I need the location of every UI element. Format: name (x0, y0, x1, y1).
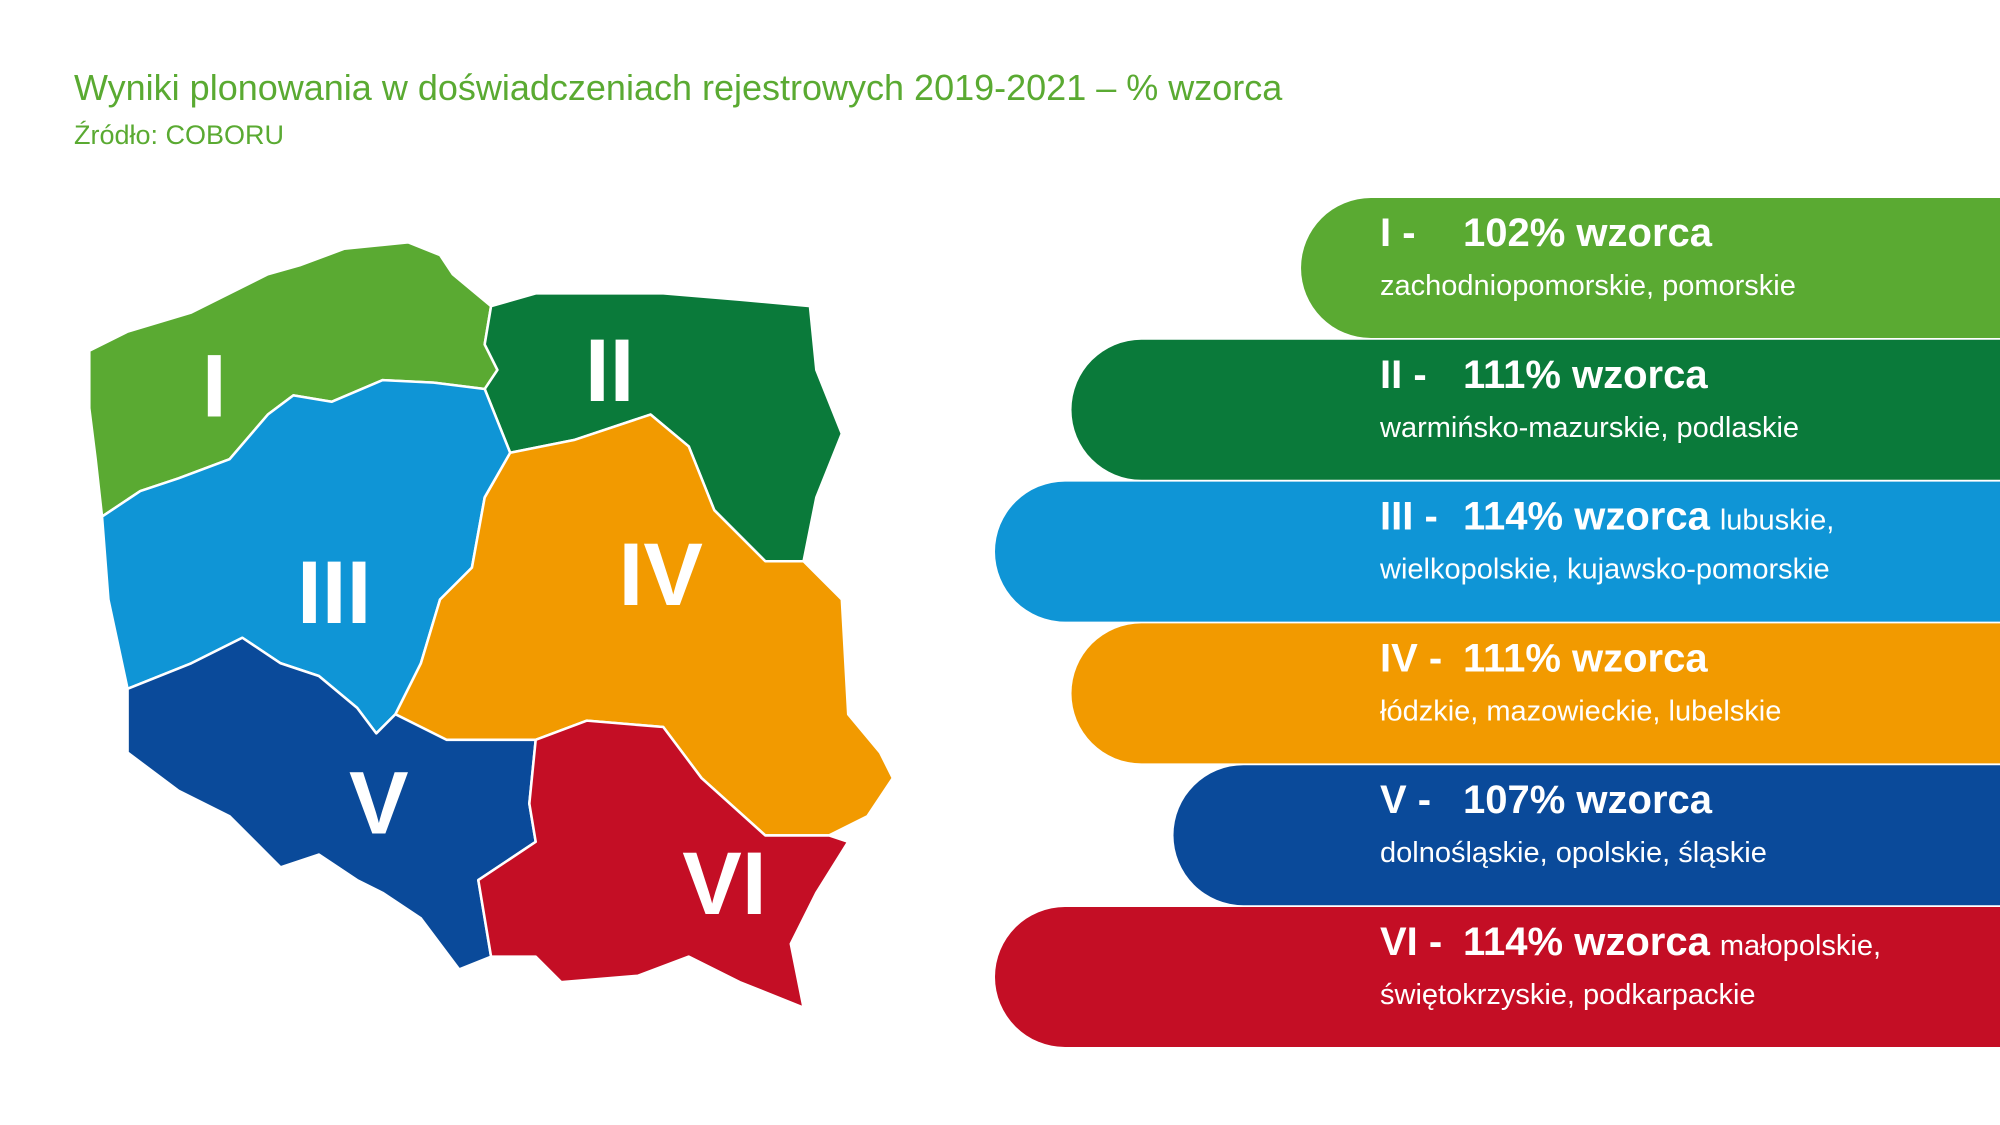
band-heading: 107% wzorca (1463, 778, 1713, 822)
value-band (1301, 198, 2000, 338)
region-map-label: I (202, 335, 227, 435)
region-map-label: III (297, 542, 371, 642)
provinces-inline: małopolskie, (1720, 930, 1881, 962)
region-map-label: V (349, 753, 409, 853)
band-heading: 111% wzorca (1463, 636, 1708, 680)
value-label: 107% wzorca (1463, 778, 1713, 822)
value-band (1071, 623, 2000, 764)
value-label: 111% wzorca (1463, 636, 1708, 680)
band-numeral: I - (1380, 211, 1416, 255)
title: Wyniki plonowania w doświadczeniach reje… (74, 67, 1283, 108)
provinces: warmińsko-mazurskie, podlaskie (1379, 412, 1799, 444)
value-band (995, 907, 2000, 1047)
value-label: 111% wzorca (1463, 353, 1708, 397)
provinces: zachodniopomorskie, pomorskie (1380, 270, 1796, 302)
value-band (1173, 765, 2000, 906)
band-numeral: III - (1380, 495, 1438, 539)
value-label: 102% wzorca (1463, 211, 1713, 255)
provinces: świętokrzyskie, podkarpackie (1380, 979, 1756, 1011)
provinces: dolnośląskie, opolskie, śląskie (1380, 837, 1767, 869)
region-map-label: II (585, 320, 635, 420)
band-numeral: VI - (1380, 920, 1442, 964)
band-heading: 114% wzorca małopolskie, (1463, 920, 1881, 964)
value-label: 114% wzorca (1463, 920, 1711, 964)
source: Źródło: COBORU (74, 120, 284, 150)
band-numeral: IV - (1380, 636, 1442, 680)
band-heading: 111% wzorca (1463, 353, 1708, 397)
band-heading: 102% wzorca (1463, 211, 1713, 255)
provinces-inline: lubuskie, (1720, 505, 1834, 537)
band-heading: 114% wzorca lubuskie, (1463, 495, 1834, 539)
band-numeral: II - (1380, 353, 1427, 397)
value-band (1071, 339, 2000, 480)
value-band (995, 481, 2000, 622)
band-numeral: V - (1380, 778, 1431, 822)
region-map-label: VI (682, 833, 766, 933)
value-label: 114% wzorca (1463, 495, 1711, 539)
provinces: wielkopolskie, kujawsko-pomorskie (1379, 554, 1830, 586)
legend-bands: I - 102% wzorca zachodniopomorskie, pomors… (995, 198, 2000, 1047)
region-shape (477, 719, 850, 1009)
region-map-label: IV (619, 524, 703, 624)
provinces: łódzkie, mazowieckie, lubelskie (1380, 695, 1781, 727)
